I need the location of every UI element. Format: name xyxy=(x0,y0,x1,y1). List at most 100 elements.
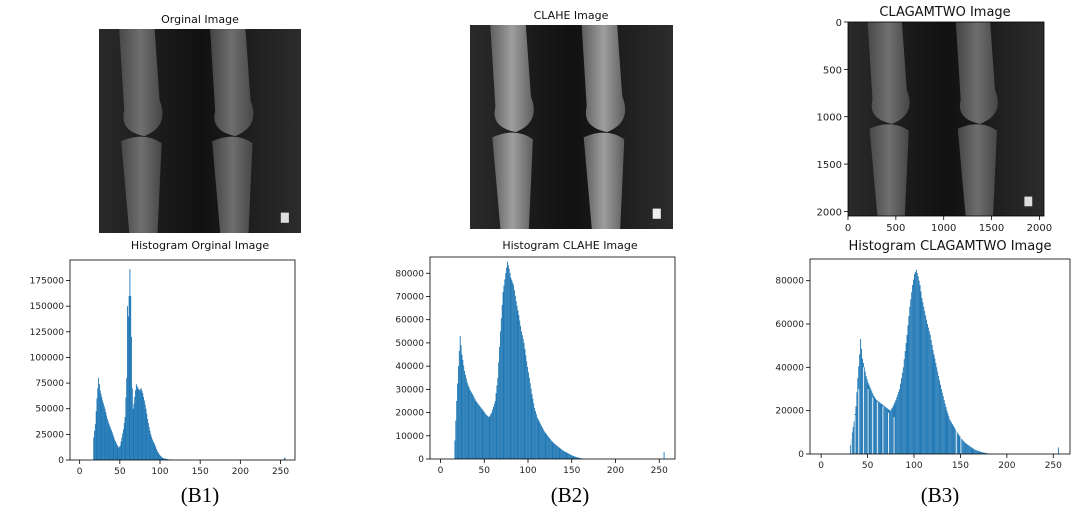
histogram-bar xyxy=(140,388,142,460)
histogram-bar xyxy=(859,354,861,454)
histogram-gap-line xyxy=(960,373,962,454)
x-tick-label: 150 xyxy=(952,461,969,471)
image-title-b2: CLAHE Image xyxy=(533,9,609,22)
histogram-bar xyxy=(93,437,95,460)
y-tick-label: 175000 xyxy=(30,277,65,287)
histogram-bar xyxy=(558,447,560,459)
histogram-bar xyxy=(549,438,550,459)
histogram-bar xyxy=(544,432,546,459)
histogram-bar xyxy=(115,442,117,460)
histogram-bar xyxy=(552,442,554,459)
histogram-bar xyxy=(556,445,558,459)
histogram-bar xyxy=(895,399,897,454)
histogram-bar xyxy=(578,457,580,459)
histogram-bar xyxy=(963,441,965,454)
histogram-bar xyxy=(977,450,979,454)
histogram-bar xyxy=(562,450,564,459)
histogram-bar xyxy=(129,269,131,460)
histogram-bar xyxy=(479,405,480,459)
histogram-bar xyxy=(472,395,474,459)
histogram-bar xyxy=(559,448,561,459)
histogram-bar xyxy=(139,389,141,460)
histogram-bar xyxy=(139,390,141,460)
histogram-bar xyxy=(985,453,987,454)
histogram-bar xyxy=(879,402,881,454)
histogram-bar xyxy=(148,427,150,460)
histogram-bar xyxy=(940,384,941,454)
histogram-bar xyxy=(529,383,531,459)
histogram-bar xyxy=(976,450,978,454)
y-tick-label: 150000 xyxy=(30,302,65,312)
histogram-bar xyxy=(154,444,156,460)
histogram-bar xyxy=(456,400,458,459)
histogram-bars xyxy=(93,269,286,460)
histogram-bar xyxy=(500,318,502,459)
histogram-bar xyxy=(930,339,932,454)
histogram-bar xyxy=(982,452,984,454)
histogram-bar xyxy=(488,417,490,459)
histogram-bar xyxy=(942,396,944,454)
histogram-bar xyxy=(164,458,165,460)
y-tick-label: 125000 xyxy=(30,328,65,338)
image-frame xyxy=(847,21,1045,217)
histogram-bar xyxy=(852,426,854,454)
x-tick-label: 100 xyxy=(151,467,168,477)
histogram-bar xyxy=(149,430,151,460)
histogram-bar xyxy=(531,393,533,459)
histogram-bar xyxy=(100,393,102,460)
image-x-tick-label: 2000 xyxy=(1027,223,1052,234)
histogram-bar xyxy=(454,440,456,459)
histogram-bar xyxy=(119,445,121,460)
histogram-bar xyxy=(983,452,985,454)
histogram-gap-line xyxy=(867,389,869,454)
histogram-bar xyxy=(457,383,459,459)
histogram-bar xyxy=(912,285,914,454)
histogram-bar xyxy=(928,331,930,454)
y-tick-label: 70000 xyxy=(395,292,424,302)
histogram-bar xyxy=(875,399,877,454)
histogram-bar xyxy=(579,458,581,459)
histogram-bar xyxy=(571,455,573,459)
histogram-bar xyxy=(971,447,973,454)
histogram-bar xyxy=(94,424,96,460)
histogram-bar xyxy=(141,390,143,460)
x-tick-label: 50 xyxy=(114,467,126,477)
histogram-bar xyxy=(133,403,135,460)
x-tick-label: 250 xyxy=(1045,461,1062,471)
histogram-bar xyxy=(465,374,466,459)
histogram-bar xyxy=(528,377,530,459)
histogram-bar xyxy=(517,310,519,459)
histogram-bar xyxy=(563,450,564,459)
y-tick-label: 20000 xyxy=(395,409,424,419)
histogram-bar xyxy=(937,371,939,454)
histogram-bar xyxy=(853,421,855,454)
histogram-bar xyxy=(545,433,547,459)
histogram-bar xyxy=(144,404,146,460)
histogram-bar xyxy=(515,301,517,459)
caption-b1: (B1) xyxy=(180,483,220,507)
plot-frame xyxy=(69,259,296,461)
x-tick-label: 150 xyxy=(563,466,580,476)
histogram-b2: 0 50 100 150 200 250 0 10000 20000 30000 40000 5000… xyxy=(395,256,676,476)
histogram-bar xyxy=(890,409,892,454)
histogram-bar xyxy=(95,411,97,460)
histogram-bar xyxy=(509,273,511,459)
y-tick-label: 75000 xyxy=(35,379,64,389)
y-tick-label: 60000 xyxy=(395,316,424,326)
histogram-bar xyxy=(135,384,137,460)
histogram-bar xyxy=(528,372,529,459)
histogram-bar xyxy=(958,435,960,454)
histogram-gap-line xyxy=(872,397,874,454)
histogram-bar xyxy=(146,413,148,460)
histogram-bar xyxy=(887,408,888,454)
histogram-bar xyxy=(898,391,900,454)
histogram-bar xyxy=(102,403,104,460)
histogram-bar xyxy=(284,457,286,460)
histogram-bar xyxy=(904,351,906,454)
image-x-tick-label: 500 xyxy=(886,223,905,234)
histogram-bar xyxy=(968,445,970,454)
histogram-bar xyxy=(936,367,938,454)
histogram-bar xyxy=(923,306,925,454)
histogram-bar xyxy=(158,453,160,460)
